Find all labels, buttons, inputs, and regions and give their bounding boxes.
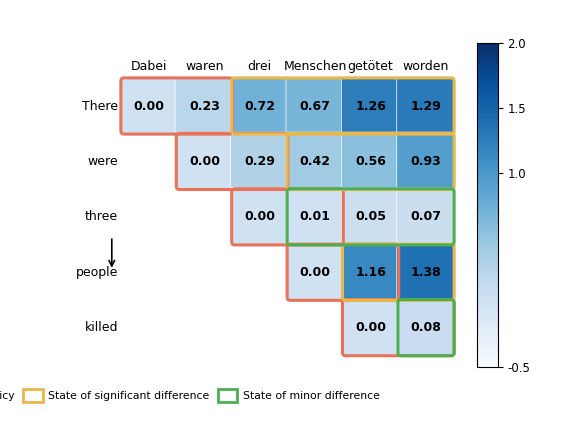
- Text: 0.23: 0.23: [189, 99, 220, 112]
- Text: drei: drei: [248, 60, 272, 73]
- Text: 0.00: 0.00: [244, 210, 275, 223]
- FancyBboxPatch shape: [341, 132, 400, 191]
- FancyBboxPatch shape: [286, 243, 345, 302]
- Text: were: were: [87, 155, 118, 168]
- Text: 0.00: 0.00: [189, 155, 220, 168]
- Text: 0.67: 0.67: [300, 99, 331, 112]
- FancyBboxPatch shape: [341, 299, 400, 357]
- Text: 0.42: 0.42: [300, 155, 331, 168]
- FancyBboxPatch shape: [341, 187, 400, 246]
- Text: waren: waren: [185, 60, 223, 73]
- FancyBboxPatch shape: [230, 187, 289, 246]
- Text: 0.00: 0.00: [133, 99, 165, 112]
- Text: 0.56: 0.56: [355, 155, 386, 168]
- FancyBboxPatch shape: [397, 299, 455, 357]
- Text: 0.08: 0.08: [410, 321, 442, 334]
- Text: getötet: getötet: [347, 60, 393, 73]
- FancyBboxPatch shape: [341, 77, 400, 135]
- Text: three: three: [85, 210, 118, 223]
- Text: 0.72: 0.72: [244, 99, 275, 112]
- FancyBboxPatch shape: [397, 187, 455, 246]
- Text: 1.26: 1.26: [355, 99, 386, 112]
- FancyBboxPatch shape: [286, 187, 345, 246]
- Text: Dabei: Dabei: [131, 60, 167, 73]
- Text: 1.29: 1.29: [410, 99, 442, 112]
- Text: 0.93: 0.93: [411, 155, 441, 168]
- Text: There: There: [82, 99, 118, 112]
- Text: killed: killed: [84, 321, 118, 334]
- Text: 0.00: 0.00: [355, 321, 386, 334]
- FancyBboxPatch shape: [397, 77, 455, 135]
- Text: 0.07: 0.07: [410, 210, 442, 223]
- FancyBboxPatch shape: [286, 77, 345, 135]
- FancyBboxPatch shape: [120, 77, 178, 135]
- Text: 0.00: 0.00: [300, 266, 331, 279]
- Text: 1.16: 1.16: [355, 266, 386, 279]
- Text: 1.38: 1.38: [411, 266, 441, 279]
- FancyBboxPatch shape: [230, 132, 289, 191]
- Legend: State of wait-1 policy, State of significant difference, State of minor differen: State of wait-1 policy, State of signifi…: [0, 385, 384, 406]
- FancyBboxPatch shape: [175, 132, 234, 191]
- Text: people: people: [76, 266, 118, 279]
- FancyBboxPatch shape: [397, 132, 455, 191]
- Text: 0.01: 0.01: [300, 210, 331, 223]
- FancyBboxPatch shape: [286, 132, 345, 191]
- Text: worden: worden: [403, 60, 449, 73]
- FancyBboxPatch shape: [175, 77, 234, 135]
- Text: 0.05: 0.05: [355, 210, 386, 223]
- FancyBboxPatch shape: [230, 77, 289, 135]
- FancyBboxPatch shape: [397, 243, 455, 302]
- Text: 0.29: 0.29: [244, 155, 275, 168]
- FancyBboxPatch shape: [341, 243, 400, 302]
- Text: Menschen: Menschen: [283, 60, 347, 73]
